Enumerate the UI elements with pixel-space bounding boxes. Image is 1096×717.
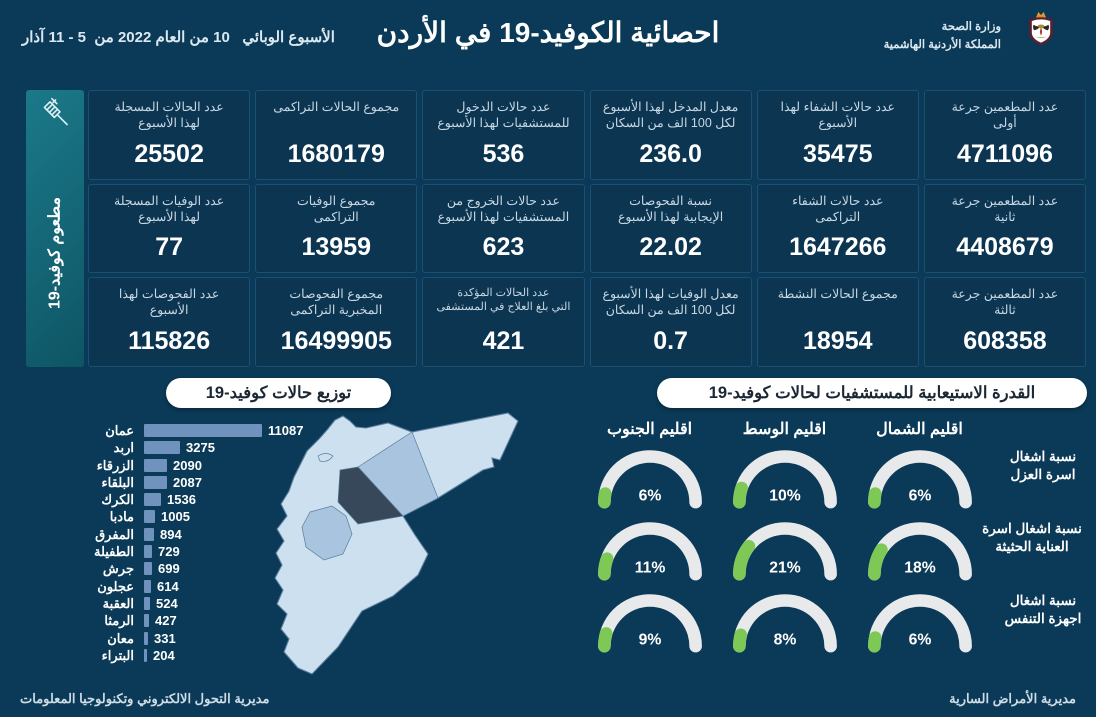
svg-text:21%: 21% — [769, 559, 800, 576]
svg-text:6%: 6% — [908, 487, 931, 504]
svg-text:6%: 6% — [908, 631, 931, 648]
svg-text:8%: 8% — [773, 631, 796, 648]
svg-text:9%: 9% — [638, 631, 661, 648]
svg-text:6%: 6% — [638, 487, 661, 504]
svg-text:18%: 18% — [904, 559, 935, 576]
svg-text:11%: 11% — [634, 559, 665, 576]
svg-text:10%: 10% — [769, 487, 800, 504]
